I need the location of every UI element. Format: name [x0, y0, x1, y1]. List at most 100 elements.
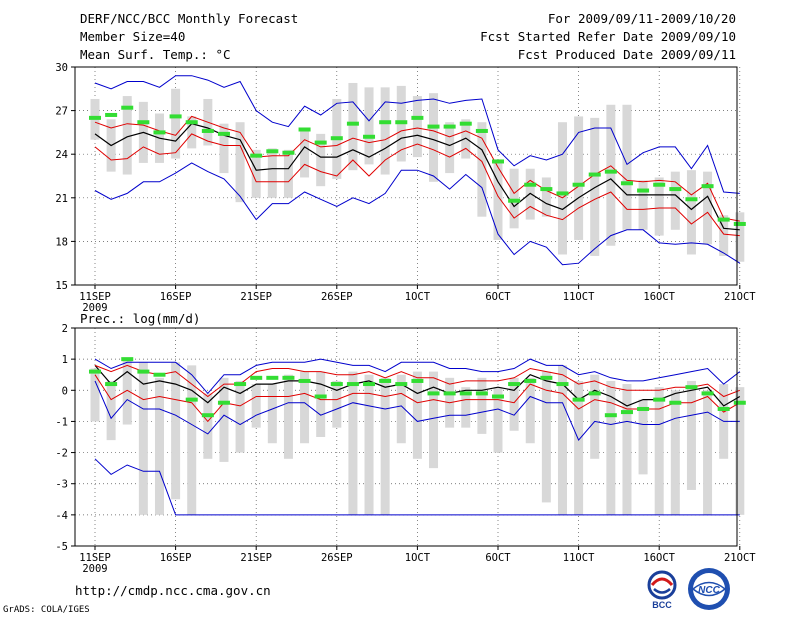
temp-range-bar: [300, 128, 310, 178]
temp-range-bar: [638, 180, 648, 230]
prec-observed-mark: [330, 382, 343, 387]
prec-ytick-label: -5: [55, 541, 68, 553]
prec-range-bar: [541, 371, 551, 503]
prec-observed-mark: [121, 357, 134, 362]
temp-observed-mark: [572, 182, 585, 187]
prec-xtick-label: 6OCT: [485, 552, 511, 564]
prec-observed-mark: [379, 378, 392, 383]
temp-range-bar: [429, 93, 439, 182]
temp-range-bar: [557, 122, 567, 255]
temp-xtick-label: 1OCT: [405, 291, 431, 303]
prec-observed-mark: [459, 391, 472, 396]
prec-observed-mark: [556, 382, 569, 387]
temp-observed-mark: [733, 221, 746, 226]
temp-observed-mark: [201, 128, 214, 133]
prec-range-bar: [219, 377, 229, 462]
temp-series-ensemble-mean: [94, 123, 740, 231]
prec-range-bar: [251, 384, 261, 428]
prec-panel: 11SEP 16SEP 21SEP 26SEP 1OCT 6OCT 11OCT 16OCT 21…: [55, 323, 756, 575]
prec-range-bar: [187, 365, 197, 515]
temp-observed-mark: [169, 114, 182, 119]
temp-range-bar: [670, 171, 680, 230]
temp-range-bar: [348, 82, 358, 171]
forecast-start-date: Fcst Started Refer Date 2009/09/10: [480, 29, 736, 44]
prec-ytick-label: -2: [55, 448, 68, 460]
temp-range-bar: [622, 104, 632, 230]
temp-observed-mark: [588, 172, 601, 177]
prec-title: Prec.: log(mm/d): [80, 311, 200, 326]
prec-range-bar: [493, 387, 503, 453]
temp-range-bar: [235, 122, 245, 203]
temp-observed-mark: [395, 120, 408, 125]
temp-range-bar: [412, 96, 422, 158]
temp-observed-mark: [346, 121, 359, 126]
temp-observed-mark: [282, 150, 295, 155]
prec-range-bar: [300, 371, 310, 444]
temp-observed-mark: [717, 217, 730, 222]
temp-observed-mark: [637, 188, 650, 193]
prec-observed-mark: [653, 397, 666, 402]
prec-observed-mark: [395, 382, 408, 387]
prec-observed-mark: [427, 391, 440, 396]
grads-credit: GrADS: COLA/IGES: [3, 605, 90, 615]
prec-observed-mark: [411, 378, 424, 383]
prec-series-ensemble-mean: [94, 365, 741, 407]
prec-range-bar: [203, 393, 213, 459]
prec-observed-mark: [701, 391, 714, 396]
prec-range-bar: [316, 371, 326, 437]
temp-range-bar: [735, 212, 745, 262]
prec-observed-mark: [217, 400, 230, 405]
prec-observed-mark: [266, 375, 279, 380]
prec-year-label: 2009: [82, 563, 107, 575]
prec-series-ensemble-min-bottom-: [94, 458, 740, 516]
prec-frame: [74, 327, 738, 547]
prec-range-bar: [622, 384, 632, 515]
temp-range-bar: [606, 104, 616, 246]
temp-observed-mark: [475, 128, 488, 133]
temp-range-bar: [316, 133, 326, 187]
temp-ytick-label: 30: [55, 62, 68, 74]
temp-observed-mark: [669, 187, 682, 192]
prec-observed-mark: [363, 382, 376, 387]
temp-observed-mark: [701, 184, 714, 189]
temp-range-bar: [703, 171, 713, 245]
prec-range-bar: [686, 380, 696, 490]
prec-range-bar: [654, 387, 664, 515]
prec-range-bar: [670, 390, 680, 515]
prec-observed-mark: [588, 391, 601, 396]
prec-range-bar: [590, 374, 600, 459]
temp-observed-mark: [620, 181, 633, 186]
prec-range-bar: [638, 399, 648, 475]
prec-range-bar: [332, 380, 342, 428]
temp-range-bar: [719, 215, 729, 256]
temp-range-bar: [541, 177, 551, 217]
prec-observed-mark: [105, 382, 118, 387]
prec-xtick-label: 11OCT: [563, 552, 595, 564]
temp-range-bar: [219, 123, 229, 174]
prec-range-bar: [90, 368, 100, 422]
prec-range-bar: [235, 380, 245, 453]
bcc-logo-text: BCC: [652, 600, 672, 610]
temp-xtick-label: 6OCT: [485, 291, 511, 303]
member-size-label: Member Size=40: [80, 29, 186, 44]
prec-observed-mark: [314, 394, 327, 399]
prec-range-bar: [461, 387, 471, 428]
temp-ytick-label: 18: [55, 236, 68, 248]
temp-observed-mark: [105, 112, 118, 117]
source-url[interactable]: http://cmdp.ncc.cma.gov.cn: [75, 583, 271, 598]
temp-range-bar: [187, 116, 197, 149]
temp-xtick-label: 16SEP: [160, 291, 192, 303]
prec-observed-mark: [572, 397, 585, 402]
prec-observed-mark: [282, 375, 295, 380]
temp-observed-mark: [363, 134, 376, 139]
temp-range-bar: [283, 149, 293, 198]
prec-observed-mark: [717, 406, 730, 411]
prec-range-bar: [412, 371, 422, 459]
temp-series-mean-1-std: [94, 133, 740, 237]
temp-range-bar: [654, 177, 664, 236]
temp-range-bar: [477, 122, 487, 217]
temp-xtick-label: 21OCT: [724, 291, 756, 303]
prec-observed-mark: [620, 410, 633, 415]
prec-range-bar: [348, 371, 358, 515]
temp-ytick-label: 27: [55, 106, 68, 118]
